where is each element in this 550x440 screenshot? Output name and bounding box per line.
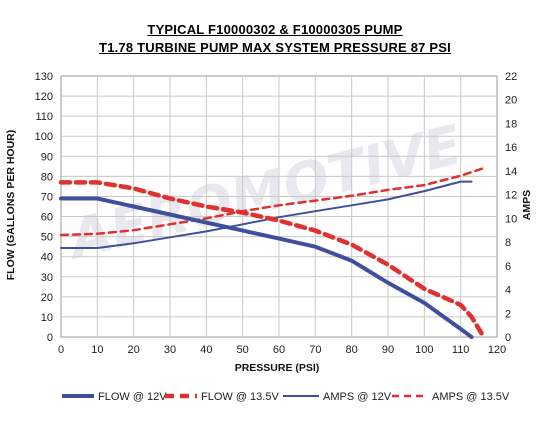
y2-tick-label: 14	[505, 166, 517, 178]
x-tick-label: 120	[488, 344, 506, 356]
y-tick-label: 110	[35, 111, 53, 123]
y2-tick-label: 16	[505, 142, 517, 154]
x-tick-label: 90	[382, 344, 394, 356]
y-tick-label: 10	[41, 312, 53, 324]
series-line-flow-12v	[59, 196, 474, 339]
y2-tick-label: 6	[505, 261, 511, 273]
x-tick-label: 50	[237, 344, 249, 356]
chart-title-line2: T1.78 TURBINE PUMP MAX SYSTEM PRESSURE 8…	[99, 40, 451, 55]
y2-tick-label: 10	[505, 213, 517, 225]
y2-tick-label: 4	[505, 285, 511, 297]
y-tick-label: 70	[41, 191, 53, 203]
y2-tick-label: 8	[505, 237, 511, 249]
x-tick-label: 110	[452, 344, 470, 356]
y-tick-label: 90	[41, 151, 53, 163]
y-axis-label: FLOW (GALLONS PER HOUR)	[5, 130, 17, 281]
y2-tick-label: 20	[505, 95, 517, 107]
legend-label-amps-13-5v: AMPS @ 13.5V	[432, 391, 510, 403]
x-tick-label: 80	[346, 344, 358, 356]
series-line-amps-13-5v	[59, 167, 484, 237]
series-line-flow-13-5v	[58, 180, 485, 338]
y-tick-label: 120	[35, 91, 53, 103]
y-tick-label: 20	[41, 292, 53, 304]
x-tick-label: 30	[164, 344, 176, 356]
y-tick-label: 0	[47, 332, 53, 344]
x-tick-label: 40	[200, 344, 212, 356]
y2-tick-label: 2	[505, 308, 511, 320]
x-tick-label: 70	[309, 344, 321, 356]
y-tick-label: 30	[41, 272, 53, 284]
legend-label-flow-12v: FLOW @ 12V	[98, 391, 167, 403]
x-tick-label: 20	[128, 344, 140, 356]
x-tick-label: 60	[273, 344, 285, 356]
y-tick-label: 80	[41, 171, 53, 183]
y2-tick-label: 18	[505, 118, 517, 130]
x-tick-label: 10	[91, 344, 103, 356]
x-axis-label: PRESSURE (PSI)	[235, 362, 320, 374]
y2-tick-label: 0	[505, 332, 511, 344]
y2-tick-label: 12	[505, 190, 517, 202]
chart-title-line1: TYPICAL F10000302 & F10000305 PUMP	[147, 22, 403, 37]
legend-label-flow-13-5v: FLOW @ 13.5V	[201, 391, 279, 403]
y-tick-label: 60	[41, 212, 53, 224]
legend-label-amps-12v: AMPS @ 12V	[323, 391, 392, 403]
y-tick-label: 50	[41, 232, 53, 244]
y-tick-label: 40	[41, 252, 53, 264]
y2-tick-label: 22	[505, 71, 517, 83]
x-tick-label: 100	[415, 344, 433, 356]
y-tick-label: 130	[35, 71, 53, 83]
y-tick-label: 100	[35, 131, 53, 143]
x-tick-label: 0	[58, 344, 64, 356]
y2-axis-label: AMPS	[521, 190, 533, 220]
series-line-amps-12v	[60, 180, 473, 249]
